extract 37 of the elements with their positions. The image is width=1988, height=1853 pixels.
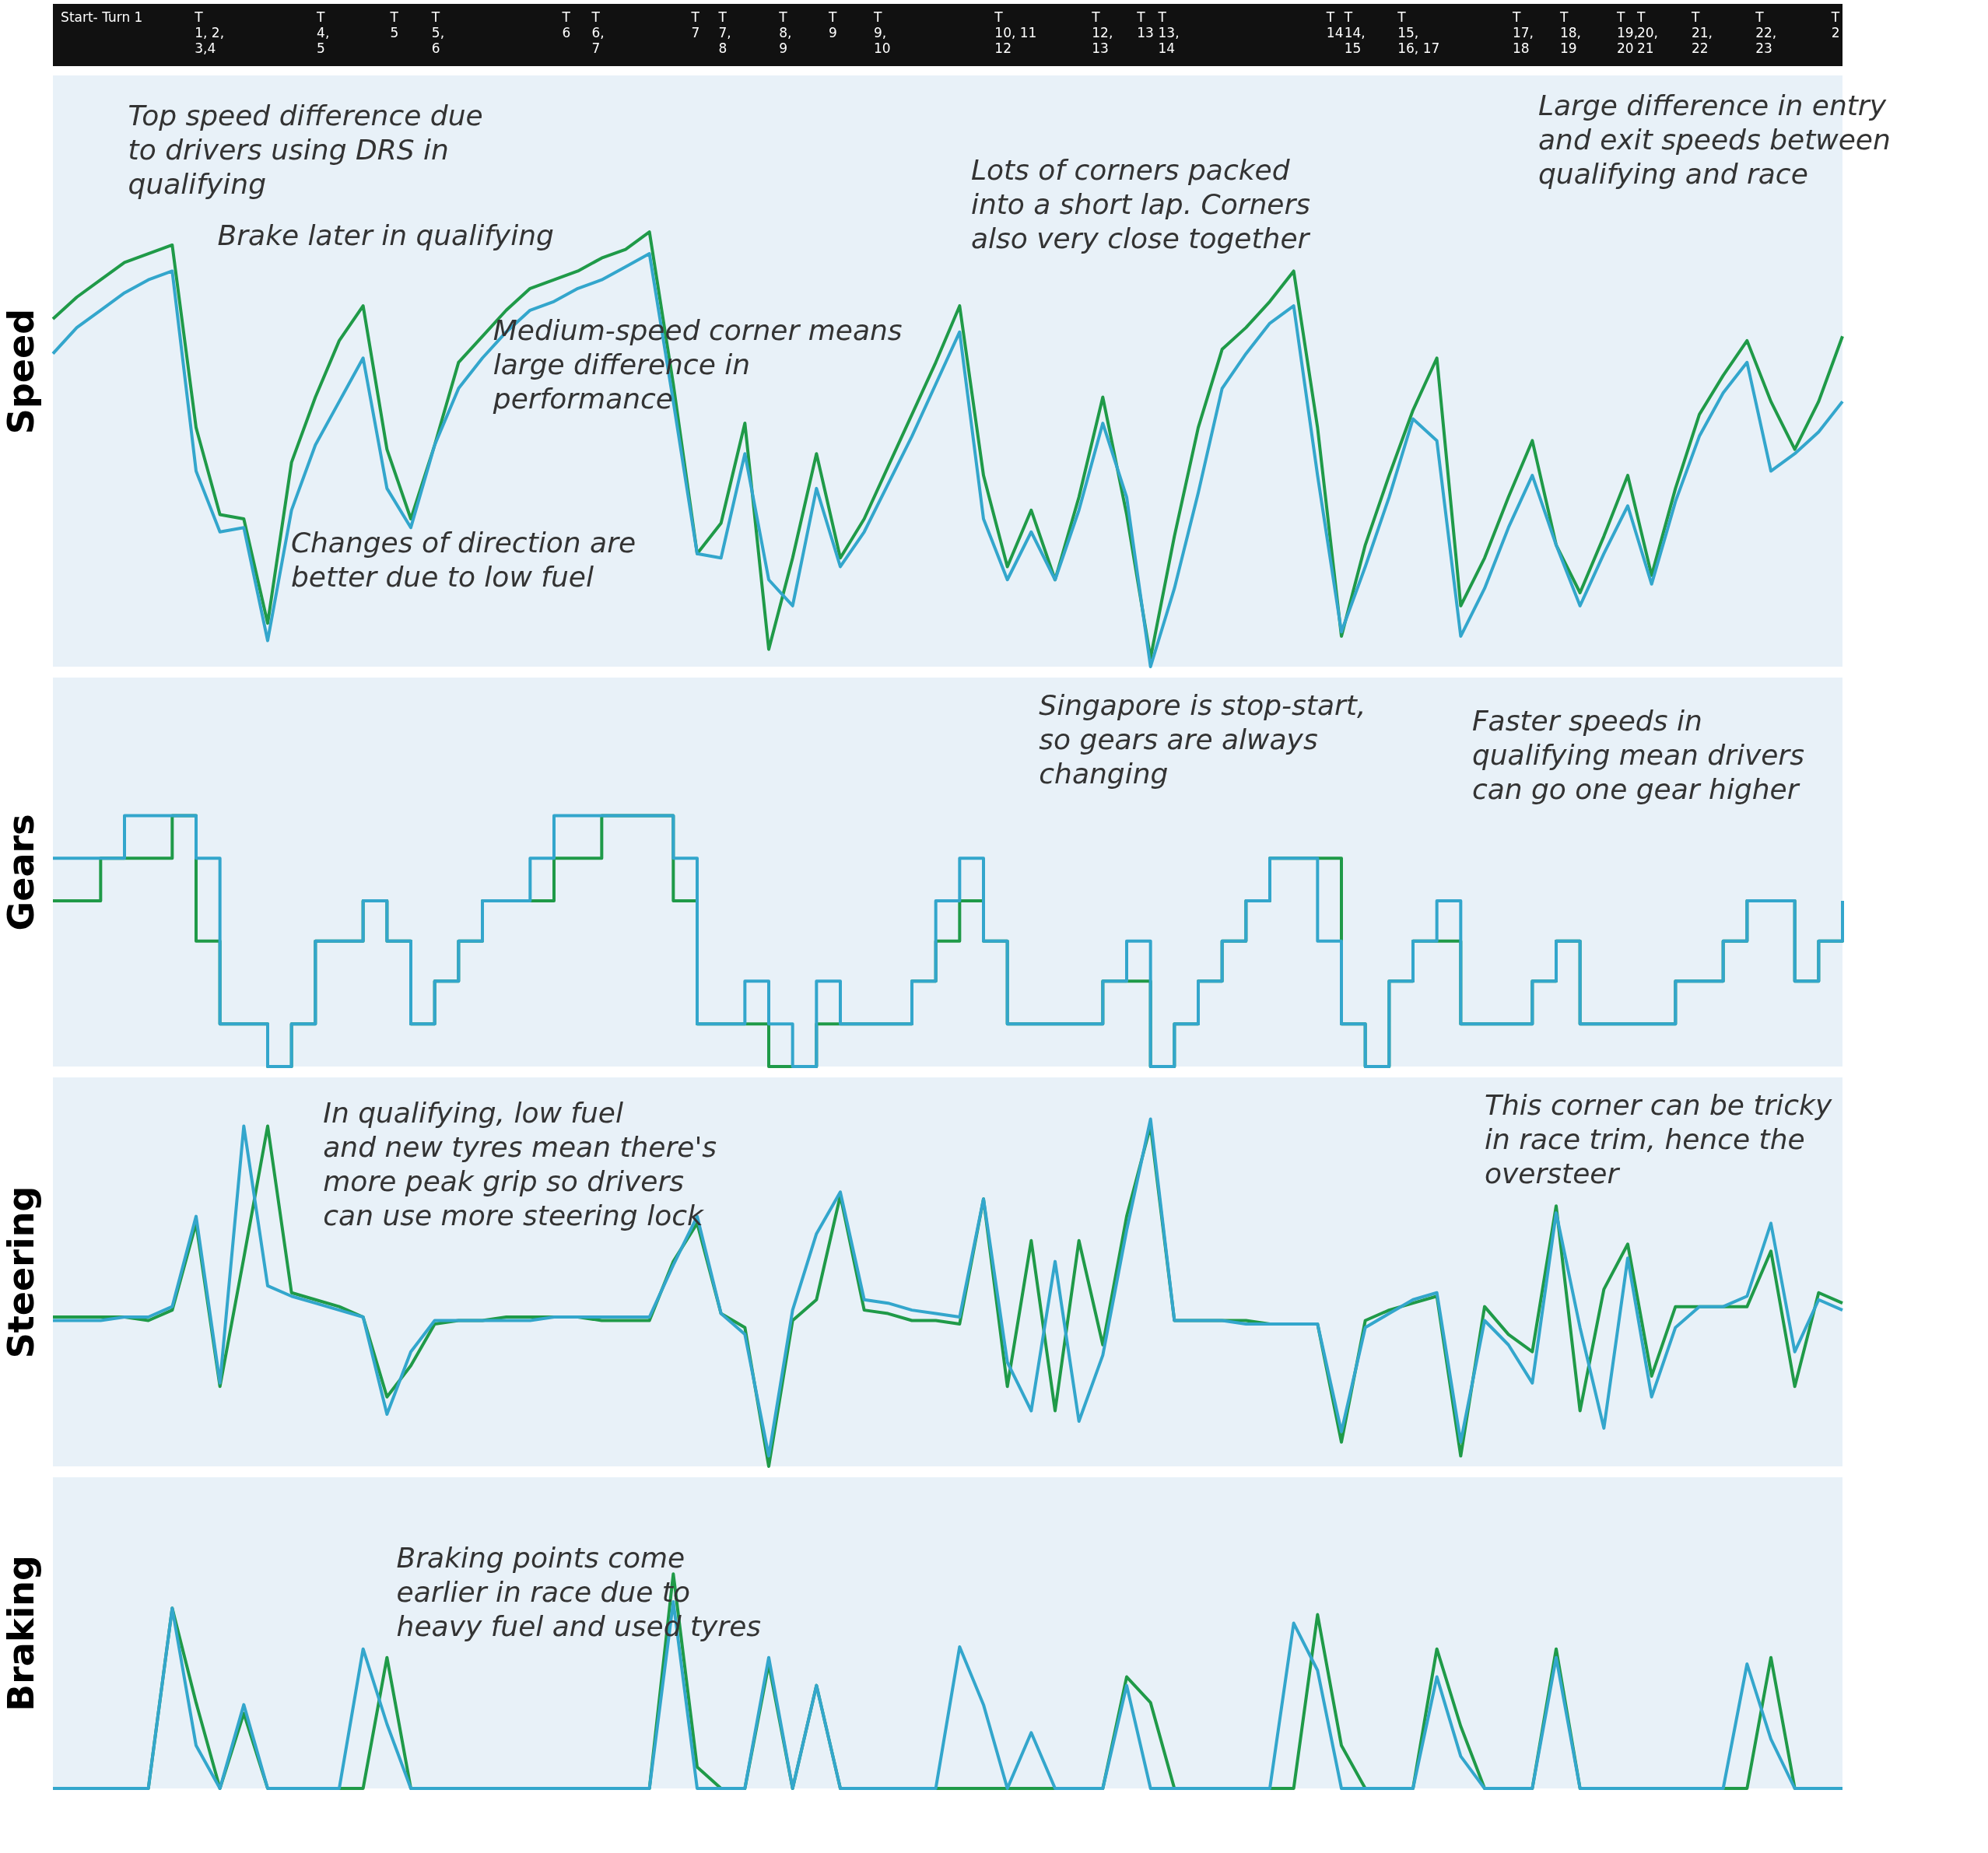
text: Start- Turn 1: [61, 9, 143, 25]
text: T 6: [561, 9, 571, 40]
y-axis-title: Braking: [0, 1555, 42, 1711]
text: T 21, 22: [1690, 9, 1713, 56]
annotation: In qualifying, low fuel and new tyres mean there's more peak grip so drivers can use more steering lock: [323, 1097, 717, 1231]
text: T 9, 10: [872, 9, 891, 56]
text: T 4, 5: [316, 9, 330, 56]
text: T 10, 11 12: [994, 9, 1037, 56]
text: Large difference in entry and exit speeds between qualifying and race: [1538, 89, 1891, 190]
annotation: Changes of direction are better due to low fuel: [290, 527, 636, 594]
text: Faster speeds in qualifying mean drivers can go one gear higher: [1471, 705, 1804, 805]
y-axis-title: Steering: [0, 1186, 42, 1359]
text: T 17, 18: [1511, 9, 1534, 56]
text: T 5: [389, 9, 399, 40]
annotation: Lots of corners packed into a short lap. Corners also very close together: [970, 154, 1311, 255]
text: T 13, 14: [1157, 9, 1180, 56]
annotation: This corner can be tricky in race trim, hence the oversteer: [1485, 1089, 1832, 1189]
text: T 1, 2, 3,4: [194, 9, 225, 56]
text: T 7: [690, 9, 700, 40]
text: T 5, 6: [430, 9, 445, 56]
text: T 18, 19: [1558, 9, 1581, 56]
text: T 7, 8: [717, 9, 731, 56]
text: T 14, 15: [1343, 9, 1366, 56]
text: T 13: [1136, 9, 1154, 40]
text: Top speed difference due to drivers using DRS in qualifying: [128, 100, 483, 201]
text: T 2: [1830, 9, 1840, 40]
y-axis-title: Speed: [0, 308, 42, 435]
text: T 12, 13: [1091, 9, 1113, 56]
text: T 22, 23: [1755, 9, 1777, 56]
text: T 8, 9: [778, 9, 792, 56]
y-axis-title: Gears: [0, 814, 42, 931]
text: T 9: [828, 9, 838, 40]
text: T 14: [1325, 9, 1344, 40]
text: T 6, 7: [591, 9, 605, 56]
annotation: Brake later in qualifying: [217, 219, 554, 251]
text: T 15, 16, 17: [1397, 9, 1440, 56]
text: Singapore is stop-start, so gears are always changing: [1039, 689, 1366, 790]
